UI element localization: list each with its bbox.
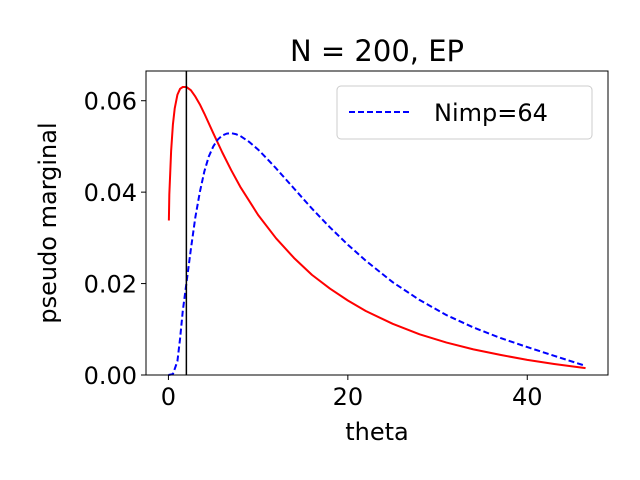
series-line-red — [167, 86, 586, 370]
x-tick-label: 40 — [512, 383, 543, 411]
y-axis-label: pseudo marginal — [34, 122, 62, 323]
plot-area — [167, 71, 586, 376]
series-line-nimp — [168, 132, 586, 376]
legend-box — [336, 85, 593, 140]
x-tick-label: 0 — [161, 383, 176, 411]
x-tick-label: 20 — [333, 383, 364, 411]
y-tick-label: 0.04 — [84, 179, 137, 207]
legend-entry-nimp: Nimp=64 — [434, 99, 548, 127]
y-tick-label: 0.02 — [84, 271, 137, 299]
y-tick-label: 0.00 — [84, 362, 137, 390]
axes-frame — [145, 70, 609, 376]
chart-title: N = 200, EP — [290, 34, 464, 68]
x-axis-label: theta — [345, 418, 409, 446]
axis-ticks: 0 20 40 0.00 0.02 0.04 0.06 — [84, 88, 543, 411]
y-tick-label: 0.06 — [84, 88, 137, 116]
legend: Nimp=64 — [336, 85, 593, 140]
